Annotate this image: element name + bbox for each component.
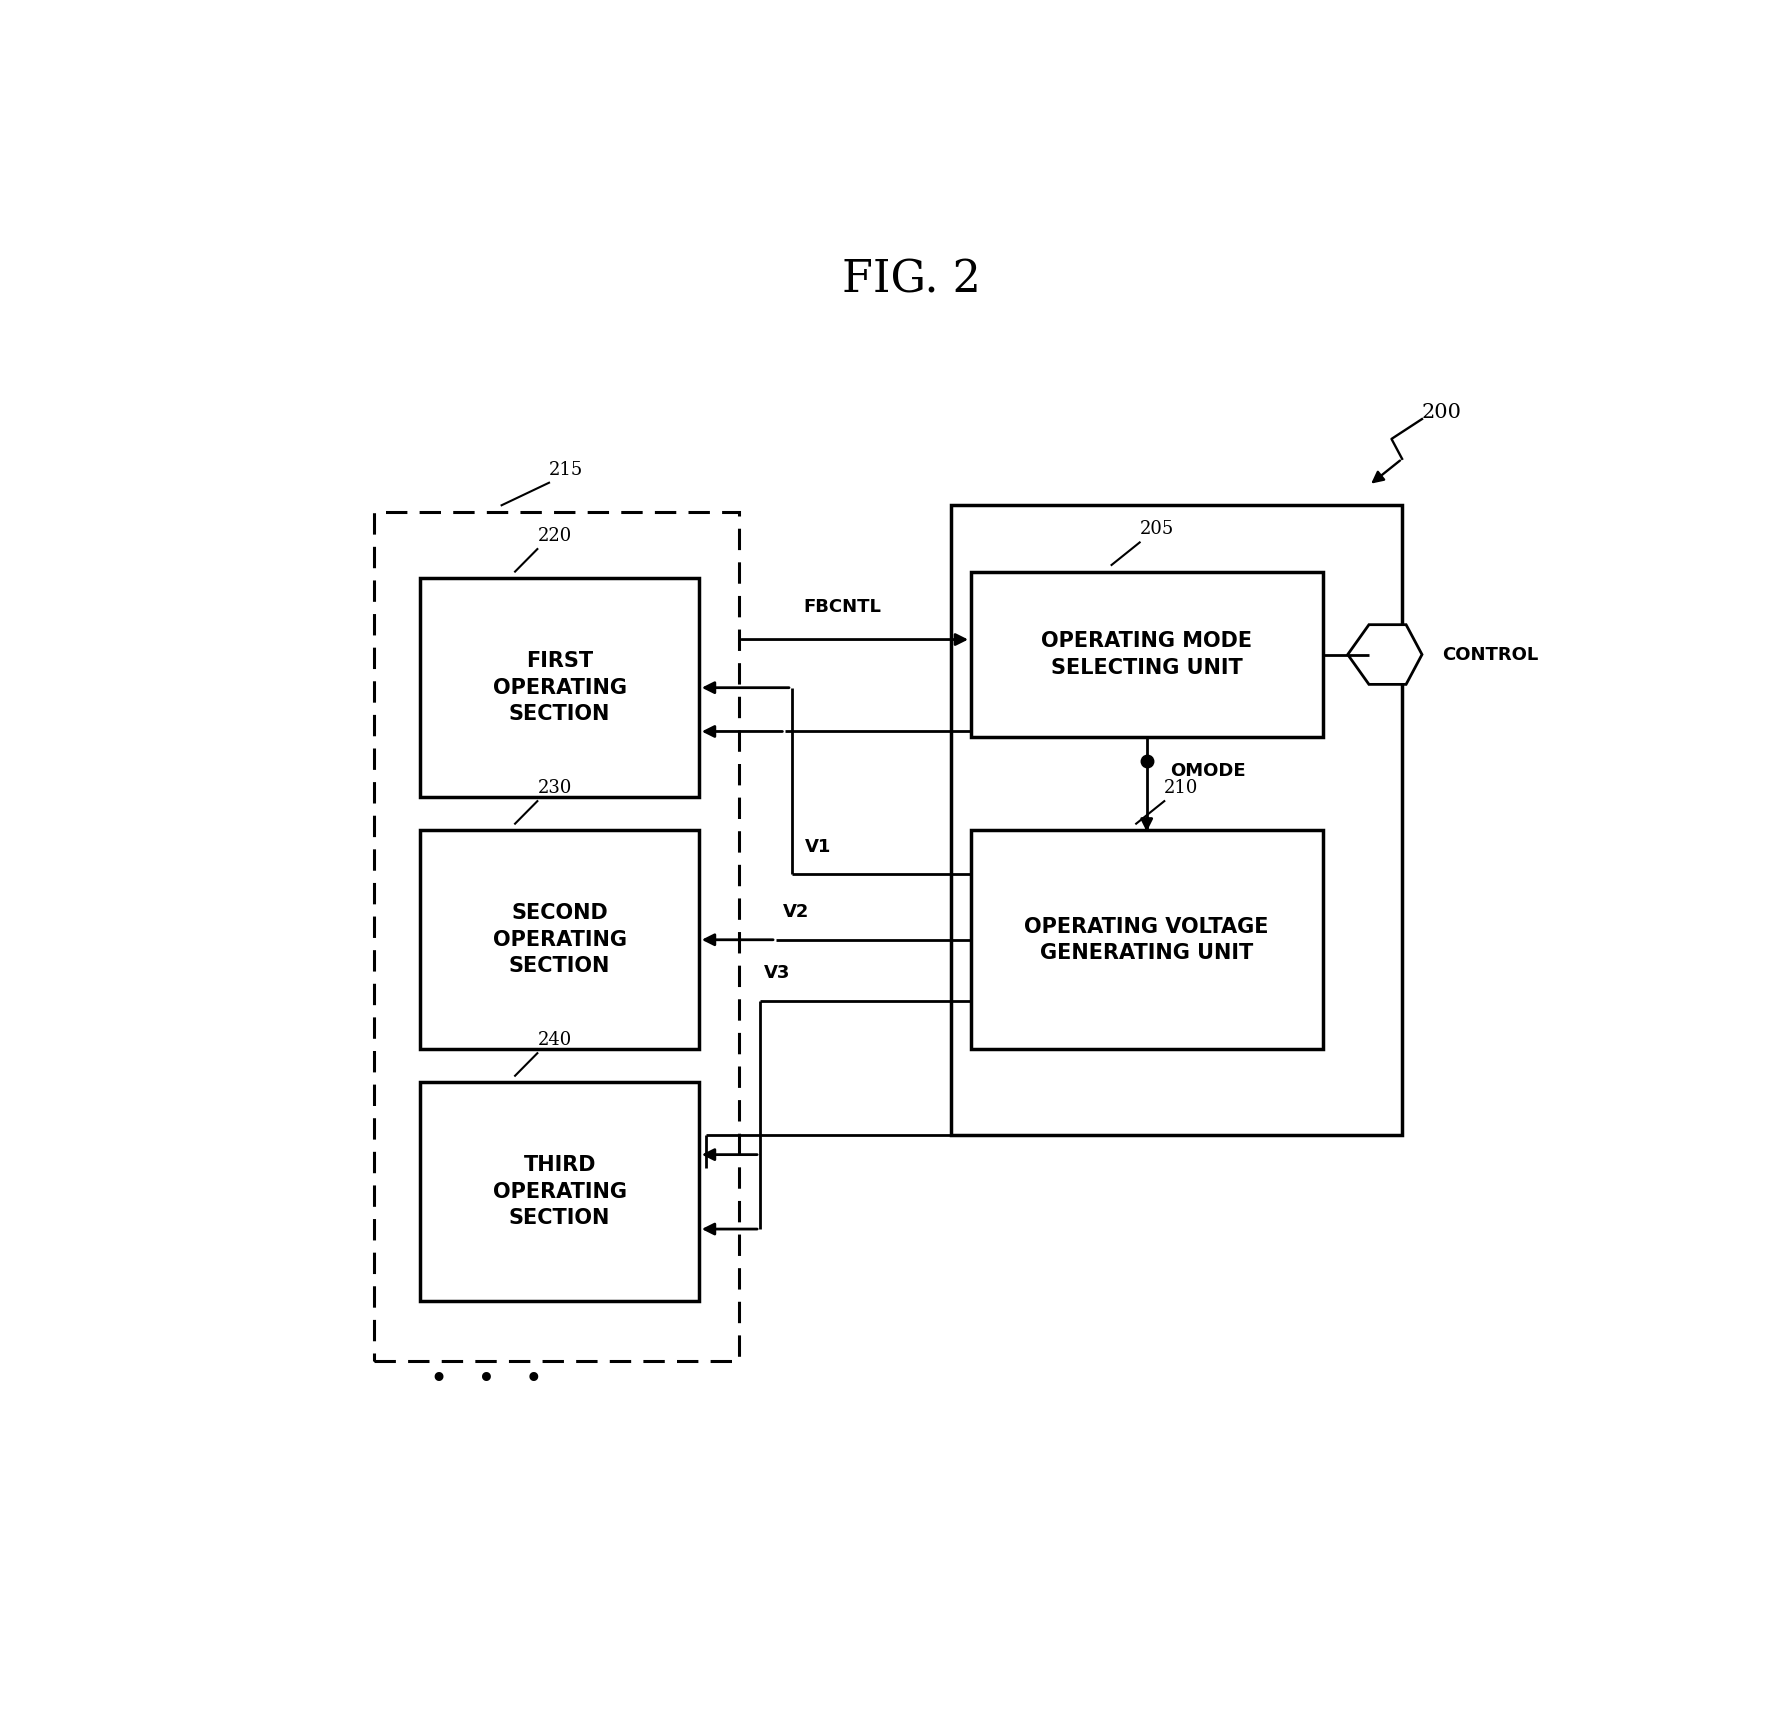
- Text: V3: V3: [765, 965, 791, 982]
- Text: FIG. 2: FIG. 2: [841, 258, 981, 302]
- Bar: [971, 830, 1323, 1049]
- Text: OPERATING MODE
SELECTING UNIT: OPERATING MODE SELECTING UNIT: [1042, 631, 1252, 677]
- Text: 200: 200: [1422, 403, 1462, 422]
- Text: V1: V1: [805, 837, 832, 856]
- Text: FBCNTL: FBCNTL: [804, 598, 882, 615]
- Text: OPERATING VOLTAGE
GENERATING UNIT: OPERATING VOLTAGE GENERATING UNIT: [1024, 917, 1269, 963]
- Text: CONTROL: CONTROL: [1442, 646, 1538, 663]
- Text: 220: 220: [537, 527, 571, 544]
- Bar: [971, 572, 1323, 737]
- Polygon shape: [1348, 625, 1422, 684]
- Bar: [951, 505, 1403, 1135]
- Text: 215: 215: [549, 460, 583, 479]
- Text: SECOND
OPERATING
SECTION: SECOND OPERATING SECTION: [493, 903, 626, 977]
- Bar: [373, 512, 738, 1361]
- Text: 230: 230: [537, 779, 573, 798]
- Bar: [420, 579, 699, 798]
- Text: 210: 210: [1165, 779, 1198, 798]
- Text: V2: V2: [782, 903, 809, 922]
- Bar: [420, 1082, 699, 1301]
- Bar: [420, 830, 699, 1049]
- Text: OMODE: OMODE: [1170, 762, 1246, 779]
- Text: FIRST
OPERATING
SECTION: FIRST OPERATING SECTION: [493, 651, 626, 724]
- Text: 240: 240: [537, 1032, 571, 1049]
- Text: THIRD
OPERATING
SECTION: THIRD OPERATING SECTION: [493, 1156, 626, 1228]
- Text: 205: 205: [1140, 520, 1173, 538]
- Text: •   •   •: • • •: [430, 1365, 542, 1396]
